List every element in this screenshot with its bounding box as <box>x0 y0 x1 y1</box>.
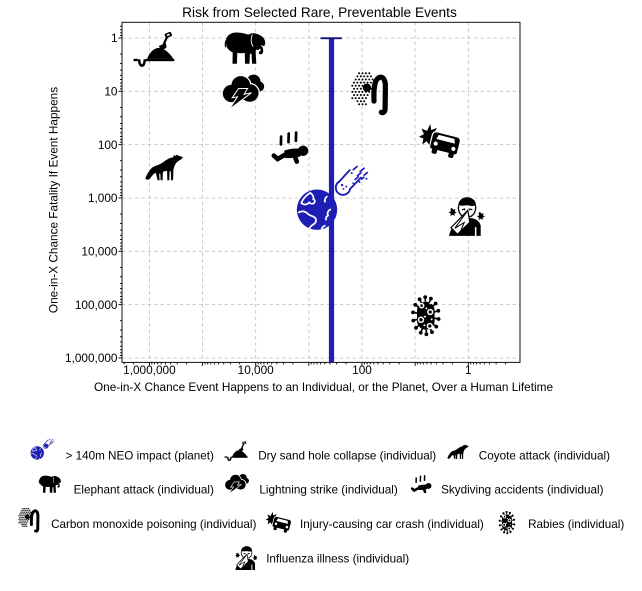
svg-text:One-in-X Chance Fatality If Ev: One-in-X Chance Fatality If Event Happen… <box>47 87 61 313</box>
svg-text:1,000: 1,000 <box>88 191 118 205</box>
svg-text:100: 100 <box>352 363 372 377</box>
svg-text:10: 10 <box>104 85 118 99</box>
svg-text:1,000,000: 1,000,000 <box>65 351 118 365</box>
svg-text:1: 1 <box>111 31 118 45</box>
svg-text:Carbon monoxide poisoning (ind: Carbon monoxide poisoning (individual) <box>51 518 256 531</box>
svg-text:10,000: 10,000 <box>238 363 275 377</box>
svg-text:Risk from Selected Rare, Preve: Risk from Selected Rare, Preventable Eve… <box>182 5 457 20</box>
svg-text:> 140m NEO impact (planet): > 140m NEO impact (planet) <box>66 449 215 462</box>
svg-text:Influenza illness (individual): Influenza illness (individual) <box>266 552 409 565</box>
svg-text:Lightning strike (individual): Lightning strike (individual) <box>259 484 397 497</box>
svg-text:100: 100 <box>98 138 118 152</box>
svg-text:Elephant attack (individual): Elephant attack (individual) <box>74 484 214 497</box>
svg-text:1,000,000: 1,000,000 <box>123 363 176 377</box>
svg-text:One-in-X Chance Event Happens: One-in-X Chance Event Happens to an Indi… <box>94 380 553 394</box>
svg-text:Rabies (individual): Rabies (individual) <box>528 518 624 531</box>
svg-text:1: 1 <box>465 363 472 377</box>
svg-text:100,000: 100,000 <box>75 298 118 312</box>
svg-text:Injury-causing car crash (indi: Injury-causing car crash (individual) <box>300 518 484 531</box>
svg-text:Dry sand hole collapse (indivi: Dry sand hole collapse (individual) <box>258 449 436 462</box>
svg-text:Coyote attack (individual): Coyote attack (individual) <box>479 449 610 462</box>
svg-text:10,000: 10,000 <box>81 245 118 259</box>
svg-text:Skydiving accidents (individua: Skydiving accidents (individual) <box>441 484 604 497</box>
